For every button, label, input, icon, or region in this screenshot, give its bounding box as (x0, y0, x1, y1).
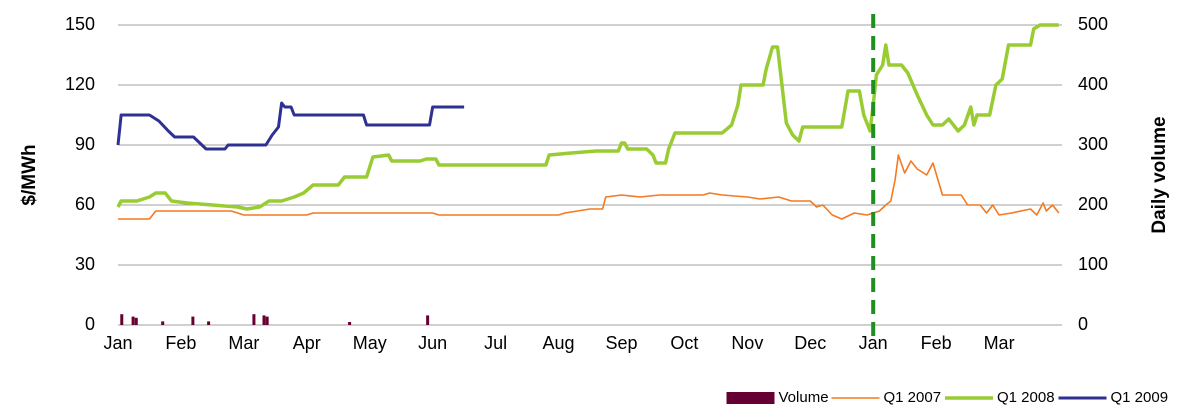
y2-tick-label: 500 (1078, 14, 1108, 34)
x-tick-label: Jan (859, 333, 888, 353)
y2-tick-label: 0 (1078, 314, 1088, 334)
x-tick-label: Feb (165, 333, 196, 353)
line-series (118, 154, 1060, 220)
legend-label: Volume (779, 389, 829, 406)
y-tick-label: 150 (65, 14, 95, 34)
volume-bar (161, 321, 165, 325)
volume-bar (207, 321, 211, 325)
y2-tick-label: 400 (1078, 74, 1108, 94)
y-tick-label: 30 (75, 254, 95, 274)
volume-bar (348, 322, 352, 325)
volume-bar (120, 314, 124, 325)
x-tick-label: Dec (794, 333, 826, 353)
y2-tick-label: 300 (1078, 134, 1108, 154)
x-tick-label: Oct (670, 333, 698, 353)
volume-bar (191, 316, 195, 325)
volume-bar (265, 316, 269, 325)
x-tick-label: May (353, 333, 387, 353)
x-tick-label: Aug (543, 333, 575, 353)
volume-bar (426, 315, 430, 325)
y-tick-label: 120 (65, 74, 95, 94)
x-tick-label: Mar (228, 333, 259, 353)
legend-swatch (726, 392, 775, 404)
x-tick-label: Nov (731, 333, 763, 353)
legend-label: Q1 2008 (997, 389, 1055, 406)
line-series (116, 23, 1059, 211)
y-axis-title: $/MWh (19, 144, 40, 205)
y-tick-label: 0 (85, 314, 95, 334)
volume-bar (252, 314, 256, 325)
y-tick-label: 90 (75, 134, 95, 154)
x-tick-label: Jun (418, 333, 447, 353)
x-tick-label: Feb (921, 333, 952, 353)
y-tick-label: 60 (75, 194, 95, 214)
line-series (116, 101, 465, 151)
x-tick-label: Sep (605, 333, 637, 353)
x-tick-label: Apr (293, 333, 321, 353)
volume-bar (131, 316, 135, 325)
x-tick-label: Jan (103, 333, 132, 353)
x-tick-label: Jul (484, 333, 507, 353)
volume-bar (134, 317, 138, 325)
volume-bar (262, 315, 266, 325)
y2-tick-label: 100 (1078, 254, 1108, 274)
legend-label: Q1 2007 (884, 389, 942, 406)
legend-label: Q1 2009 (1111, 389, 1169, 406)
x-tick-label: Mar (984, 333, 1015, 353)
y2-axis-title: Daily volume (1149, 116, 1170, 233)
y2-tick-label: 200 (1078, 194, 1108, 214)
